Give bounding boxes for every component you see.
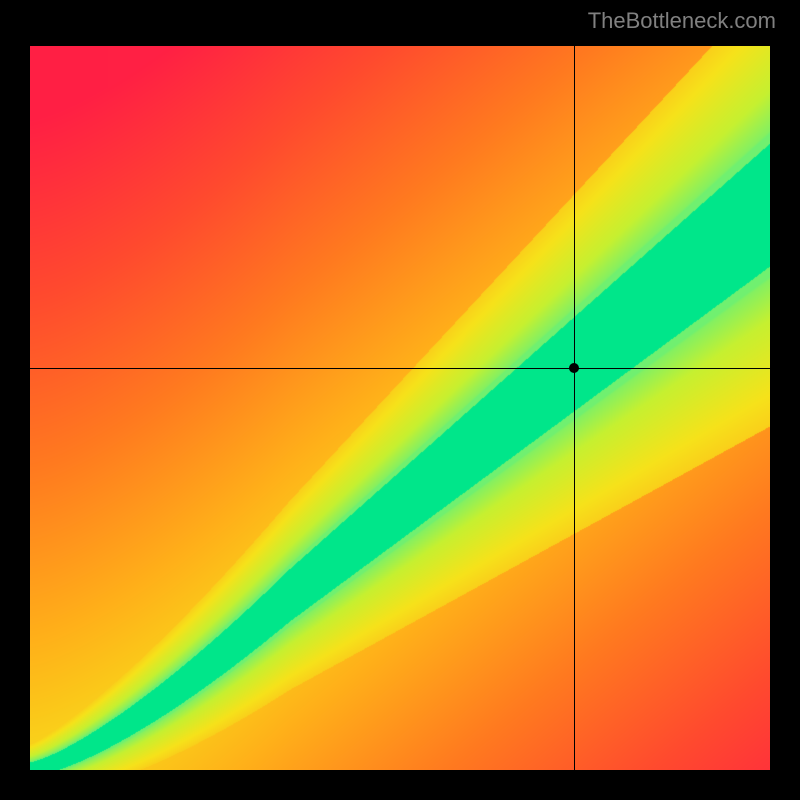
heatmap-canvas — [30, 46, 770, 770]
watermark-text: TheBottleneck.com — [588, 8, 776, 34]
plot-frame — [20, 36, 780, 780]
plot-area — [30, 46, 770, 770]
